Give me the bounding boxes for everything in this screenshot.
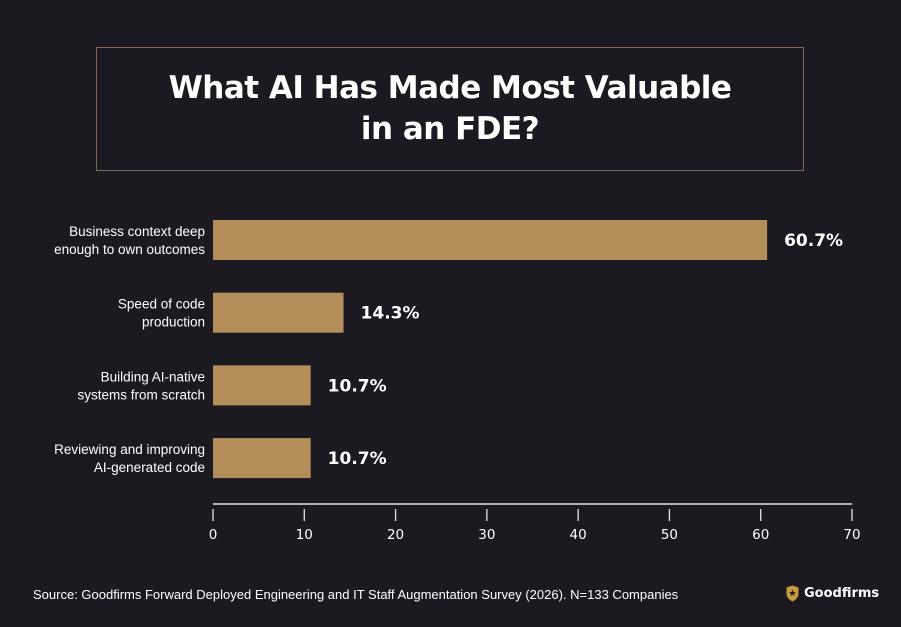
x-tick-label: 60 (752, 527, 769, 543)
x-tick-label: 10 (296, 527, 313, 543)
bar-value-label: 60.7% (784, 231, 843, 251)
brand-logo: Goodfirms (786, 585, 879, 602)
x-tick-label: 20 (387, 527, 404, 543)
bar (213, 220, 768, 260)
x-tick-label: 70 (843, 527, 860, 543)
x-tick-label: 40 (570, 527, 587, 543)
x-tick-label: 30 (478, 527, 495, 543)
bar (213, 292, 344, 333)
category-label: Reviewing and improving AI-generated code (54, 442, 205, 475)
category-label: Business context deep enough to own outco… (54, 224, 205, 257)
x-tick-label: 0 (209, 527, 218, 543)
x-tick-label: 50 (661, 527, 678, 543)
chart-title-box: What AI Has Made Most Valuable in an FDE… (96, 47, 804, 171)
bar (213, 365, 311, 406)
goodfirms-shield-icon (786, 585, 799, 602)
category-label: Speed of code production (118, 297, 205, 330)
bar-chart: 60.7% Business context deep enough to own … (54, 220, 861, 543)
bar-value-label: 10.7% (328, 449, 387, 469)
bar (213, 438, 311, 479)
chart-title: What AI Has Made Most Valuable in an FDE… (168, 70, 732, 147)
brand-name: Goodfirms (804, 586, 880, 601)
bar-value-label: 14.3% (361, 304, 420, 324)
source-note: Source: Goodfirms Forward Deployed Engin… (33, 587, 679, 602)
bar-value-label: 10.7% (328, 376, 387, 396)
category-label: Building AI-native systems from scratch (77, 369, 205, 402)
